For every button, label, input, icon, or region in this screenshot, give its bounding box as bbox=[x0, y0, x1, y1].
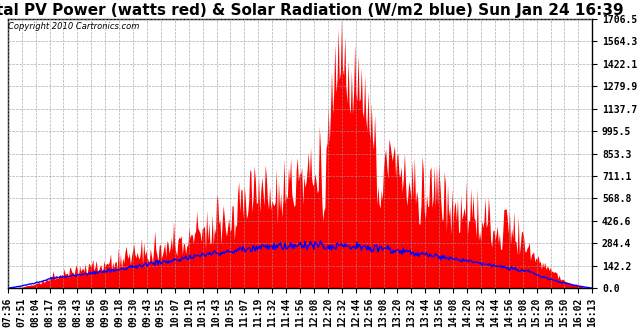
Title: Total PV Power (watts red) & Solar Radiation (W/m2 blue) Sun Jan 24 16:39: Total PV Power (watts red) & Solar Radia… bbox=[0, 3, 623, 18]
Text: Copyright 2010 Cartronics.com: Copyright 2010 Cartronics.com bbox=[8, 22, 140, 31]
